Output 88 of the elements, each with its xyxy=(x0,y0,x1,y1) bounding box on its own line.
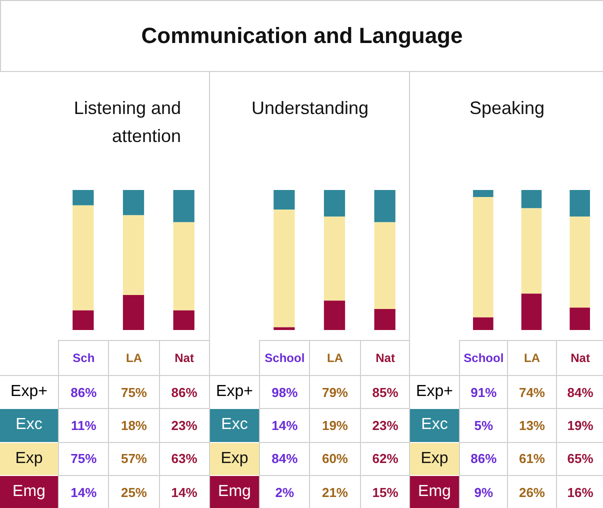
text: 86% xyxy=(158,375,209,408)
bar xyxy=(122,215,144,295)
text: Exp+ xyxy=(0,375,58,408)
chart-subtitle: Speaking xyxy=(469,98,545,118)
bar xyxy=(324,300,346,330)
bar xyxy=(473,197,494,318)
data-label: 2% xyxy=(259,474,310,508)
text: 86% xyxy=(58,375,108,408)
data-label: 9% xyxy=(459,474,508,508)
bar xyxy=(274,210,295,328)
x-tick-label: School xyxy=(259,340,310,375)
data-label: 86% xyxy=(459,442,508,475)
data-label: 23% xyxy=(158,408,209,442)
x-tick-label: School xyxy=(459,340,508,375)
bar xyxy=(521,294,542,330)
text: Exp xyxy=(410,442,459,475)
text: Emg xyxy=(0,474,58,508)
bar xyxy=(374,309,396,330)
bar xyxy=(274,327,295,330)
data-label: 21% xyxy=(309,474,360,508)
text: Exc xyxy=(210,408,259,442)
text: 75% xyxy=(108,375,159,408)
bar xyxy=(473,190,494,197)
chart-subtitle: Understanding xyxy=(251,98,369,118)
data-label: 14% xyxy=(158,474,209,508)
x-tick-label: LA xyxy=(108,340,159,375)
text: Emg xyxy=(410,474,459,508)
bar xyxy=(521,208,542,294)
bar xyxy=(324,190,346,217)
data-label: 19% xyxy=(556,408,603,442)
text: 91% xyxy=(459,375,508,408)
x-tick-label: Sch xyxy=(58,340,108,375)
data-label: 23% xyxy=(360,408,410,442)
text: Exp+ xyxy=(410,375,459,408)
data-label: 75% xyxy=(58,442,108,475)
text: Exc xyxy=(410,408,459,442)
data-label: 14% xyxy=(259,408,310,442)
bar xyxy=(173,190,194,222)
bar xyxy=(122,190,144,216)
text: Exp+ xyxy=(210,375,259,408)
bar xyxy=(274,190,295,210)
bar xyxy=(122,295,144,330)
text: 79% xyxy=(309,375,360,408)
text: 98% xyxy=(259,375,310,408)
bar xyxy=(374,190,396,222)
text: Exp xyxy=(210,442,259,475)
data-label: 5% xyxy=(459,408,508,442)
data-label: 18% xyxy=(108,408,159,442)
text: Exp xyxy=(0,442,58,475)
data-label: 63% xyxy=(158,442,209,475)
data-label: 16% xyxy=(556,474,603,508)
bar xyxy=(173,310,194,330)
bar xyxy=(570,216,590,308)
text: 85% xyxy=(360,375,410,408)
bar xyxy=(570,190,590,217)
data-label: 84% xyxy=(259,442,310,475)
data-label: 25% xyxy=(108,474,159,508)
data-label: 65% xyxy=(556,442,603,475)
text: Exc xyxy=(0,408,58,442)
x-tick-label: Nat xyxy=(158,340,209,375)
bar xyxy=(72,310,94,330)
data-label: 60% xyxy=(309,442,360,475)
bar xyxy=(570,308,590,330)
bar xyxy=(324,216,346,301)
x-tick-label: Nat xyxy=(360,340,410,375)
data-label: 62% xyxy=(360,442,410,475)
x-tick-label: Nat xyxy=(556,340,603,375)
chart-subtitle: Listening and attention xyxy=(72,97,181,148)
bar xyxy=(473,317,494,330)
data-label: 13% xyxy=(507,408,556,442)
data-label: 19% xyxy=(309,408,360,442)
bar xyxy=(374,222,396,309)
x-tick-label: LA xyxy=(309,340,360,375)
data-label: 61% xyxy=(507,442,556,475)
bar xyxy=(72,190,94,206)
data-label: 14% xyxy=(58,474,108,508)
x-tick-label: LA xyxy=(507,340,556,375)
data-label: 15% xyxy=(360,474,410,508)
bar xyxy=(72,205,94,310)
bar xyxy=(521,190,542,208)
text: Emg xyxy=(210,474,259,508)
data-label: 57% xyxy=(108,442,159,475)
data-label: 26% xyxy=(507,474,556,508)
bar xyxy=(173,222,194,310)
text: 74% xyxy=(507,375,556,408)
data-label: 11% xyxy=(58,408,108,442)
text: 84% xyxy=(556,375,603,408)
text: Communication and Language xyxy=(141,23,463,49)
